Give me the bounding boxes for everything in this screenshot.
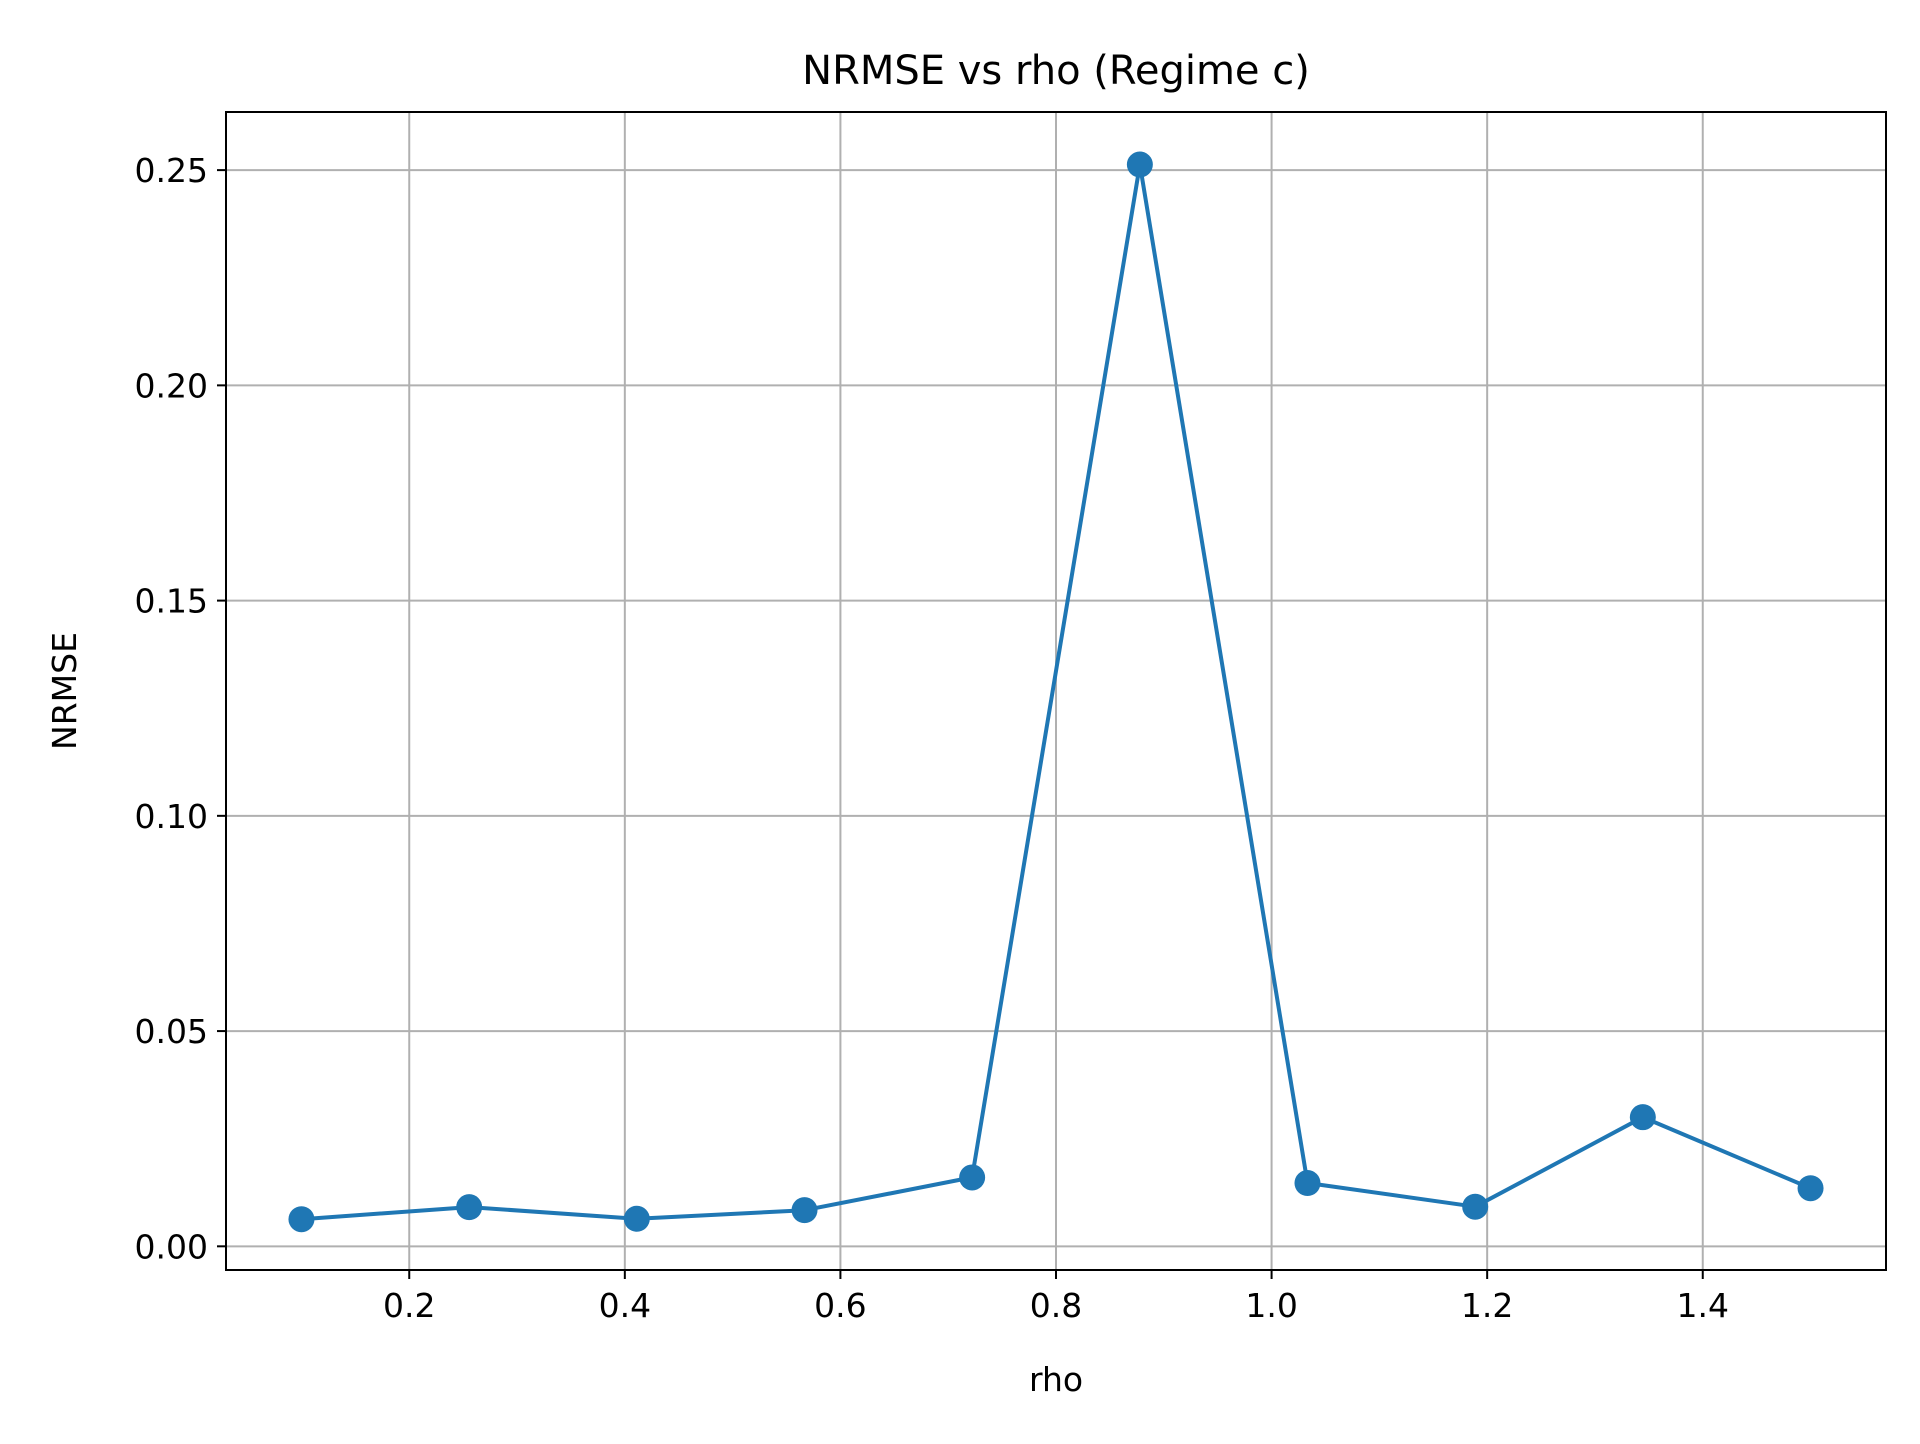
grid [226, 112, 1886, 1270]
x-tick-label: 0.4 [599, 1286, 651, 1325]
data-point [456, 1194, 483, 1221]
x-tick-label: 1.4 [1677, 1286, 1729, 1325]
data-point [959, 1164, 986, 1191]
chart-title: NRMSE vs rho (Regime c) [802, 48, 1310, 94]
data-point [1797, 1175, 1824, 1202]
y-tick-label: 0.20 [135, 366, 208, 405]
y-tick-label: 0.05 [135, 1012, 208, 1051]
data-point [1294, 1170, 1321, 1197]
x-tick-label: 1.2 [1461, 1286, 1513, 1325]
y-tick-label: 0.10 [135, 797, 208, 836]
x-tick-label: 0.2 [383, 1286, 435, 1325]
series-line [299, 162, 1813, 1222]
data-point [791, 1197, 818, 1224]
y-axis-ticks: 0.00 0.05 0.10 0.15 0.20 0.25 [135, 151, 226, 1266]
data-point [1126, 151, 1153, 178]
x-axis-label: rho [1029, 1360, 1083, 1399]
series-layer [288, 151, 1824, 1233]
y-axis-label: NRMSE [45, 632, 84, 750]
data-point [1462, 1193, 1489, 1220]
data-point [1629, 1104, 1656, 1131]
x-tick-label: 0.8 [1030, 1286, 1082, 1325]
y-tick-label: 0.25 [135, 151, 208, 190]
y-tick-label: 0.15 [135, 582, 208, 621]
data-point [623, 1205, 650, 1232]
x-axis-ticks: 0.2 0.4 0.6 0.8 1.0 1.2 1.4 [383, 1270, 1729, 1325]
x-tick-label: 0.6 [814, 1286, 866, 1325]
data-point [288, 1206, 315, 1233]
x-tick-label: 1.0 [1245, 1286, 1297, 1325]
y-tick-label: 0.00 [135, 1227, 208, 1266]
